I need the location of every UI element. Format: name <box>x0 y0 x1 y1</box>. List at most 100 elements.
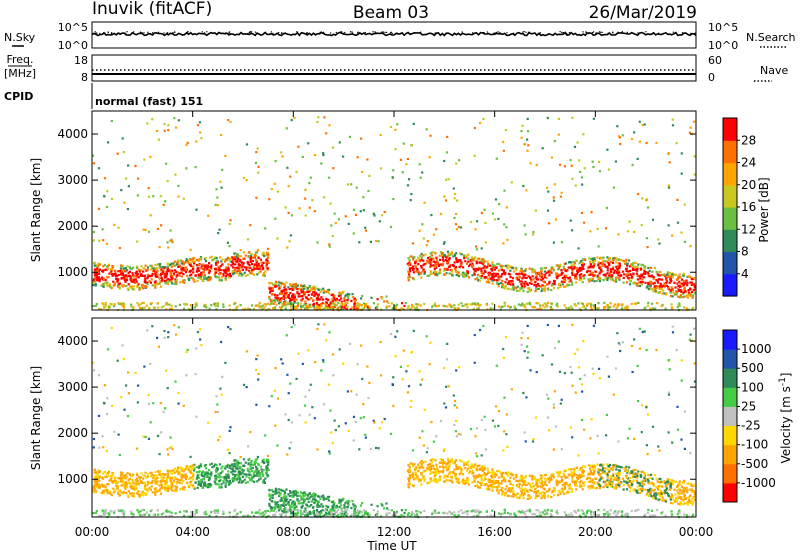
velocity-point <box>137 490 140 493</box>
power-point <box>166 241 169 244</box>
power-point <box>477 268 480 271</box>
power-point <box>268 291 272 294</box>
velocity-point <box>632 479 635 482</box>
power-point <box>593 280 596 283</box>
noise-search-dot <box>254 31 257 33</box>
velocity-point <box>321 509 324 512</box>
power-point <box>266 302 269 305</box>
power-point <box>575 281 578 284</box>
power-point <box>671 124 675 127</box>
power-point <box>576 141 579 144</box>
power-point <box>475 267 478 270</box>
power-point <box>137 283 140 286</box>
velocity-point <box>343 504 346 507</box>
power-point <box>277 284 280 287</box>
power-point <box>440 263 443 266</box>
power-point <box>284 288 287 291</box>
power-point <box>124 267 127 270</box>
power-point <box>249 266 252 269</box>
velocity-point <box>522 477 525 480</box>
power-point <box>606 148 609 151</box>
velocity-point <box>353 508 356 511</box>
velocity-point <box>160 475 163 478</box>
power-point <box>626 230 629 233</box>
power-point <box>269 289 272 292</box>
power-point <box>649 280 652 283</box>
velocity-point <box>236 461 239 464</box>
power-point <box>299 302 302 305</box>
power-point <box>390 302 393 305</box>
power-point <box>555 276 558 279</box>
power-point <box>420 258 423 261</box>
velocity-point <box>261 473 265 476</box>
power-point <box>246 260 249 264</box>
velocity-point <box>669 482 673 485</box>
power-point <box>643 123 646 126</box>
velocity-point <box>296 499 299 502</box>
power-point <box>680 152 683 155</box>
noise-search-dot <box>263 32 265 34</box>
power-point <box>161 278 164 281</box>
power-point <box>286 301 289 304</box>
noise-search-dot <box>103 32 105 34</box>
power-point <box>503 189 506 192</box>
power-point <box>652 276 655 279</box>
power-point <box>597 261 600 264</box>
power-point <box>332 296 336 299</box>
power-point <box>609 302 612 305</box>
power-point <box>677 289 680 292</box>
power-point <box>148 306 151 309</box>
power-point <box>448 272 451 275</box>
power-point <box>96 265 100 268</box>
noise-left-tick-bottom: 10^0 <box>58 39 88 52</box>
power-point <box>177 265 180 268</box>
power-point <box>556 305 559 308</box>
velocity-scatter <box>92 323 697 519</box>
power-point <box>240 274 243 277</box>
velocity-point <box>278 509 281 512</box>
power-point <box>655 279 658 282</box>
power-point <box>538 307 541 310</box>
power-point <box>518 272 521 275</box>
power-point <box>651 218 655 221</box>
noise-search-dot <box>386 31 388 33</box>
velocity-point <box>277 488 281 491</box>
power-point <box>478 266 481 269</box>
power-point <box>659 285 662 288</box>
velocity-point <box>478 473 481 476</box>
power-point <box>643 276 646 279</box>
power-point <box>408 273 411 276</box>
power-point <box>260 261 263 264</box>
power-point <box>325 306 328 310</box>
power-point <box>312 299 315 302</box>
power-point <box>180 271 183 274</box>
power-point <box>532 231 535 234</box>
noise-search-dot <box>571 32 573 34</box>
velocity-point <box>192 464 195 467</box>
power-point <box>160 272 163 275</box>
power-point <box>641 280 644 284</box>
velocity-point <box>672 499 675 502</box>
power-point <box>432 260 435 263</box>
velocity-point <box>98 487 101 490</box>
power-point <box>196 267 199 270</box>
power-point <box>120 265 123 268</box>
velocity-point <box>207 475 211 479</box>
velocity-point <box>520 474 523 477</box>
noise-search-dot <box>506 32 508 34</box>
velocity-point <box>190 480 193 483</box>
velocity-point <box>215 483 218 486</box>
power-point <box>586 270 589 274</box>
power-point <box>246 262 250 265</box>
power-point <box>276 190 280 193</box>
power-point <box>96 270 99 273</box>
power-point <box>531 233 535 236</box>
power-point <box>578 262 581 265</box>
power-point <box>624 260 627 263</box>
power-point <box>590 305 593 308</box>
power-point <box>611 278 614 281</box>
velocity-point <box>102 472 105 475</box>
power-point <box>454 266 458 269</box>
power-point <box>164 276 167 279</box>
power-point <box>640 224 643 227</box>
